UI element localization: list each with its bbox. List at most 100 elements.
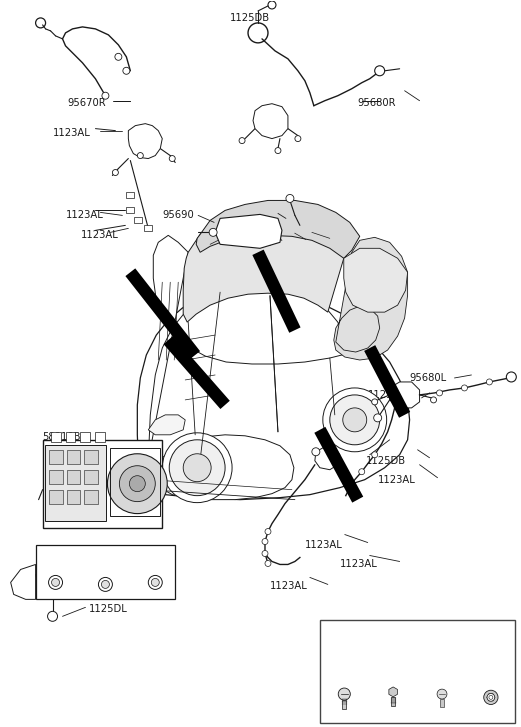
Circle shape [295,136,301,142]
Circle shape [275,148,281,153]
Text: 95680R: 95680R [358,97,396,108]
Circle shape [119,466,155,502]
Circle shape [330,395,380,445]
Polygon shape [315,447,340,470]
Text: 1125DB: 1125DB [368,390,408,400]
Circle shape [48,576,63,590]
Polygon shape [215,214,282,249]
Text: 95670R: 95670R [68,97,106,108]
Polygon shape [487,694,495,701]
Bar [440,699,444,707]
Polygon shape [148,236,346,459]
Bar [45,445,106,521]
Circle shape [169,156,175,161]
Text: 58910B: 58910B [43,432,81,442]
Bar [320,620,515,723]
Polygon shape [390,382,419,408]
Bar [127,193,134,198]
Text: 1123AL: 1123AL [53,128,90,137]
Bar [43,440,162,528]
Text: 1123AL: 1123AL [66,210,103,220]
Circle shape [148,576,162,590]
Polygon shape [183,212,350,322]
Polygon shape [196,201,359,258]
Bar [342,700,346,709]
Bar [67,470,80,483]
Circle shape [338,688,350,700]
Text: 1129ED: 1129ED [421,641,463,651]
Text: 1124AG: 1124AG [373,641,414,651]
Bar [391,696,395,706]
Polygon shape [138,290,410,499]
Bar [66,432,76,442]
Circle shape [375,66,384,76]
Polygon shape [10,564,35,599]
Bar [84,450,98,464]
Bar [67,450,80,464]
Text: 1123AL: 1123AL [378,475,415,485]
Circle shape [489,696,493,699]
Polygon shape [148,415,185,435]
Polygon shape [253,104,288,139]
Polygon shape [148,435,294,499]
Circle shape [47,611,57,622]
Circle shape [487,379,492,385]
Bar [144,225,152,231]
Circle shape [484,690,498,704]
Circle shape [265,561,271,566]
Polygon shape [389,687,398,696]
Polygon shape [334,237,407,360]
Text: 95680L: 95680L [410,373,446,383]
Circle shape [107,454,167,513]
Circle shape [113,169,118,175]
Circle shape [437,689,447,699]
Circle shape [430,397,437,403]
Circle shape [487,694,495,702]
Bar [134,217,142,223]
Circle shape [162,433,232,502]
Text: 1123AL: 1123AL [340,560,378,569]
Circle shape [343,408,367,432]
Text: 1339GA: 1339GA [470,641,512,651]
Circle shape [312,448,320,456]
Text: 1123AL: 1123AL [270,582,308,592]
Circle shape [323,388,387,451]
Text: 95690: 95690 [162,210,194,220]
Circle shape [374,414,382,422]
Circle shape [209,228,217,236]
Circle shape [151,579,159,587]
Text: 1125DB: 1125DB [366,456,406,466]
Circle shape [169,440,225,496]
Polygon shape [128,124,162,158]
Circle shape [262,539,268,545]
Circle shape [239,137,245,144]
Circle shape [359,469,365,475]
Bar [48,450,63,464]
Bar [48,470,63,483]
Text: 58960: 58960 [91,568,122,577]
Bar [127,207,134,214]
Text: 1125DB: 1125DB [230,13,270,23]
Bar [35,545,175,599]
Bar [84,470,98,483]
Text: 95670L: 95670L [330,438,367,448]
Bar [110,448,160,515]
Circle shape [462,385,467,391]
Bar [48,490,63,504]
Circle shape [286,194,294,202]
Circle shape [115,53,122,60]
Circle shape [138,153,143,158]
Circle shape [52,579,59,587]
Circle shape [437,390,442,396]
Text: 1123AL: 1123AL [80,230,118,241]
Text: 1125DL: 1125DL [89,604,127,614]
Circle shape [371,451,378,458]
Bar [80,432,91,442]
Circle shape [262,550,268,556]
Bar [95,432,105,442]
Text: 1123AN: 1123AN [324,641,365,651]
Polygon shape [344,249,407,312]
Circle shape [347,485,353,491]
Circle shape [102,580,109,588]
Circle shape [371,399,378,405]
